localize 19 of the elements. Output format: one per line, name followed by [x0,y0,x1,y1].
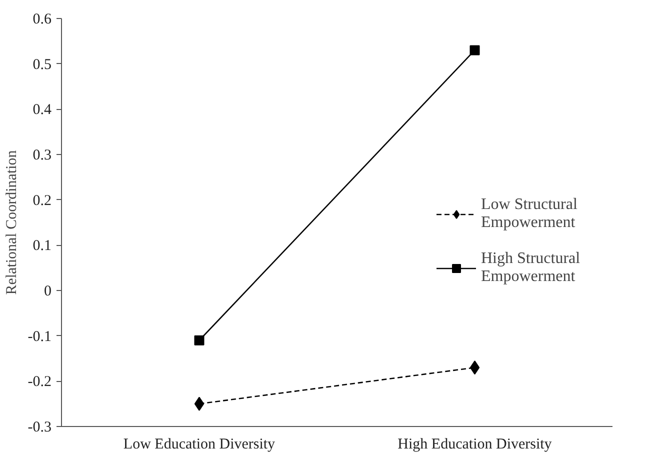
point [194,335,204,346]
legend-label: Low Structural Empowerment [481,196,578,232]
y-tick-label: -0.1 [28,328,52,345]
point [194,396,204,411]
y-tick-label: 0.2 [32,192,52,209]
y-tick-label: 0.3 [32,148,52,164]
y-tick-label: -0.3 [28,420,52,436]
y-tick-label: 0.4 [32,102,52,118]
x-tick-label: Low Education Diversity [123,436,276,452]
point [470,45,480,56]
y-tick-label: 0.6 [32,12,52,28]
y-tick-label: -0.2 [28,374,52,390]
legend-label: High Structural Empowerment [481,250,582,286]
y-axis-title: Relational Coordination [4,150,20,295]
y-tick-label: 0.5 [32,56,52,73]
x-tick-label: High Education Diversity [398,436,552,452]
y-tick-label: 0.1 [32,238,52,254]
y-tick-label: 0 [44,284,52,300]
point [470,360,480,375]
